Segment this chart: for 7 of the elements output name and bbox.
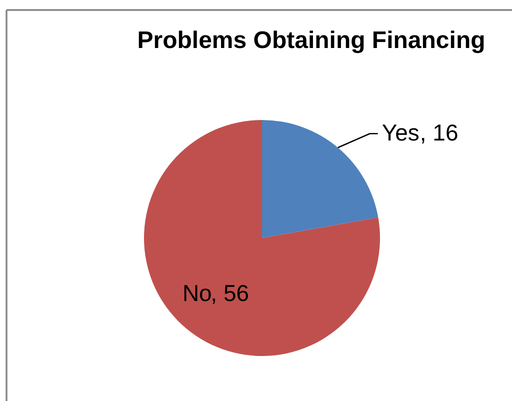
slice-label: Yes bbox=[382, 120, 420, 146]
data-label: , 16 bbox=[420, 120, 458, 146]
data-label: , 56 bbox=[210, 280, 250, 306]
slice-label: No bbox=[182, 280, 212, 306]
chart-title: Problems Obtaining Financing bbox=[137, 27, 486, 54]
pie-slice bbox=[262, 120, 378, 238]
pie-slice bbox=[144, 120, 380, 356]
